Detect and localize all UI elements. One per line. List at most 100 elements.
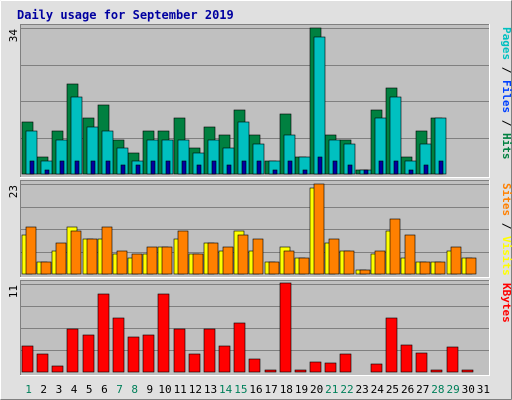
bar-sites: [55, 242, 67, 275]
bar-pages: [332, 160, 338, 175]
x-tick-label: 10: [158, 383, 171, 396]
series-sites: [25, 183, 477, 275]
bar-sites: [86, 238, 98, 275]
bar-sites: [40, 261, 52, 275]
x-tick-label: 21: [325, 383, 338, 396]
x-tick-label: 8: [131, 383, 138, 396]
bar-pages: [363, 169, 369, 175]
bar-sites: [70, 230, 82, 275]
x-tick-label: 14: [219, 383, 233, 396]
x-tick-label: 26: [401, 383, 414, 396]
y-max-label: 23: [7, 185, 20, 198]
bar-kbytes: [430, 369, 443, 373]
series-kbytes: [21, 282, 474, 373]
legend-item: KBytes: [500, 283, 512, 323]
y-max-label: 34: [7, 29, 20, 43]
bar-kbytes: [446, 346, 459, 373]
bar-kbytes: [324, 362, 337, 373]
x-tick-label: 24: [371, 383, 385, 396]
bar-files: [313, 36, 326, 175]
bar-sites: [359, 269, 371, 275]
x-tick-label: 7: [116, 383, 123, 396]
bar-sites: [404, 234, 416, 275]
legend-item: Hits: [500, 133, 512, 160]
bar-sites: [222, 246, 234, 275]
bar-pages: [423, 164, 429, 175]
x-tick-label: 29: [446, 383, 459, 396]
bar-pages: [90, 160, 96, 175]
bar-pages: [226, 164, 232, 175]
bar-pages: [165, 160, 171, 175]
bar-pages: [196, 164, 202, 175]
legend-text: Sites / Visits: [500, 183, 512, 276]
bar-kbytes: [385, 317, 398, 373]
bar-sites: [343, 250, 355, 275]
x-tick-label: 17: [265, 383, 278, 396]
bar-sites: [161, 246, 173, 275]
x-tick-label: 2: [40, 383, 47, 396]
x-tick-label: 28: [431, 383, 444, 396]
bar-kbytes: [233, 322, 246, 373]
bar-sites: [207, 242, 219, 275]
bar-sites: [116, 250, 128, 275]
bar-sites: [237, 234, 249, 275]
x-axis: 1 2 3 4 5 6 7 8 9 10 11 12 13 14 15 16 17 18 19 20 21 22 23 24 2…: [25, 383, 490, 396]
bar-kbytes: [203, 328, 216, 373]
bar-kbytes: [461, 369, 474, 373]
x-tick-label: 22: [340, 383, 353, 396]
bar-pages: [408, 169, 414, 175]
bar-pages: [241, 160, 247, 175]
panels-group: 34 Pages / Files / Hits 23 Sites / Visits 11…: [7, 24, 512, 376]
bar-kbytes: [248, 358, 261, 373]
bar-pages: [272, 169, 278, 175]
bar-pages: [302, 169, 308, 175]
bar-pages: [59, 160, 65, 175]
bar-sites: [298, 257, 310, 275]
bar-sites: [328, 238, 340, 275]
bar-kbytes: [309, 361, 322, 373]
bar-kbytes: [51, 365, 64, 373]
bar-kbytes: [188, 353, 201, 373]
legend-item: Sites: [500, 183, 512, 216]
panel-legend: KBytes: [500, 283, 512, 323]
series-files: [25, 36, 447, 175]
bar-kbytes: [370, 363, 383, 373]
legend-item: Visits: [500, 236, 512, 276]
bar-sites: [192, 253, 204, 275]
x-tick-label: 30: [462, 383, 475, 396]
bar-kbytes: [142, 334, 155, 373]
bar-pages: [44, 169, 50, 175]
x-tick-label: 23: [356, 383, 369, 396]
x-tick-label: 6: [101, 383, 108, 396]
bar-sites: [389, 218, 401, 275]
bar-pages: [135, 164, 141, 175]
bar-pages: [393, 160, 399, 175]
legend-text: Pages / Files / Hits: [500, 27, 512, 160]
bar-sites: [101, 226, 113, 275]
bar-kbytes: [173, 328, 186, 373]
bar-sites: [374, 250, 386, 275]
x-tick-label: 11: [174, 383, 187, 396]
x-tick-label: 27: [416, 383, 429, 396]
x-tick-label: 5: [86, 383, 93, 396]
bar-kbytes: [415, 352, 428, 373]
bar-pages: [256, 160, 262, 175]
bar-sites: [131, 253, 143, 275]
panel-2: 23 Sites / Visits: [7, 180, 512, 278]
x-tick-label: 19: [295, 383, 308, 396]
x-tick-label: 12: [189, 383, 202, 396]
bar-kbytes: [112, 317, 125, 373]
y-max-label: 11: [7, 285, 20, 298]
x-tick-label: 13: [204, 383, 217, 396]
bar-sites: [146, 246, 158, 275]
bar-pages: [347, 164, 353, 175]
x-tick-label: 31: [477, 383, 490, 396]
bar-pages: [438, 160, 444, 175]
bar-pages: [317, 156, 323, 175]
panel-1: 34 Pages / Files / Hits: [7, 24, 512, 178]
bar-kbytes: [82, 334, 95, 373]
x-tick-label: 4: [71, 383, 78, 396]
bar-kbytes: [66, 328, 79, 373]
